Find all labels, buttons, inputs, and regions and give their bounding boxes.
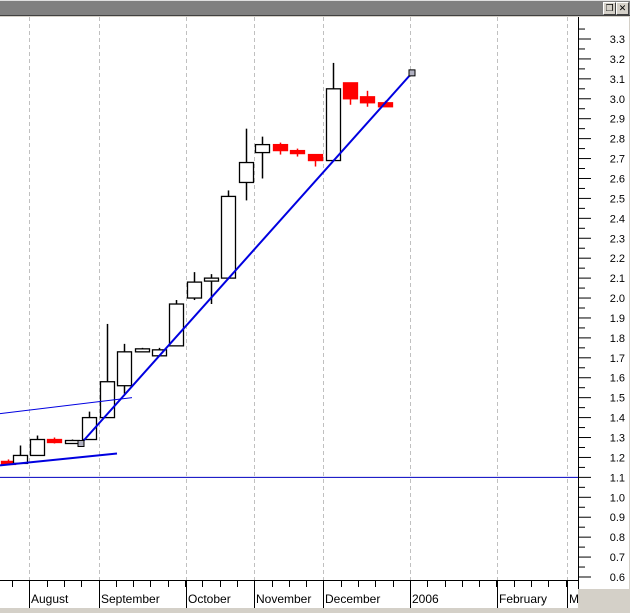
price-tick-label: 3.0 [610, 94, 625, 106]
price-tick-label: 1.5 [610, 393, 625, 405]
candle[interactable] [64, 439, 81, 445]
price-axis[interactable]: 3.3 3.2 3.1 3.0 2.9 2.8 2.7 2.6 2.5 2.4 2.3 2.2 2.1 2… [578, 17, 630, 589]
price-tick-label: 1.9 [610, 313, 625, 325]
candle[interactable] [81, 411, 98, 441]
month-label: August [31, 592, 69, 606]
chart-plot-area[interactable] [0, 17, 578, 580]
candle[interactable] [116, 343, 133, 394]
price-tick-label: 2.9 [610, 114, 625, 126]
price-tick-label: 0.8 [610, 532, 625, 544]
price-tick-label: 0.9 [610, 512, 625, 524]
candle[interactable] [203, 274, 220, 305]
price-tick-label: 0.6 [610, 572, 625, 584]
price-tick-label: 1.4 [610, 413, 625, 425]
price-tick-label: 2.6 [610, 173, 625, 185]
candle[interactable] [359, 90, 376, 107]
main-uptrend-line[interactable] [80, 72, 413, 445]
price-tick-label: 1.1 [610, 472, 625, 484]
time-axis[interactable]: August September October November December 20… [0, 580, 579, 608]
price-tick-label: 1.6 [610, 373, 625, 385]
price-tick-label: 0.7 [610, 552, 625, 564]
price-tick-label: 3.1 [610, 74, 625, 86]
price-tick-label: 2.0 [610, 293, 625, 305]
candle[interactable] [254, 136, 271, 179]
axis-corner [579, 589, 630, 609]
time-axis-ticks: August September October November December 20… [12, 581, 579, 608]
candle[interactable] [342, 82, 359, 105]
candle[interactable] [272, 142, 289, 155]
price-tick-label: 2.8 [610, 134, 625, 146]
price-tick-label: 2.2 [610, 253, 625, 265]
month-label: December [325, 592, 380, 606]
price-tick-label: 1.8 [610, 333, 625, 345]
trendline-anchor-end-handle[interactable] [408, 69, 416, 77]
candle[interactable] [220, 190, 237, 279]
month-label: November [256, 592, 311, 606]
lower-support-line[interactable] [0, 452, 118, 467]
candle[interactable] [238, 128, 255, 201]
month-label: September [101, 592, 160, 606]
candle[interactable] [99, 323, 116, 419]
price-tick-label: 2.7 [610, 154, 625, 166]
candle[interactable] [186, 272, 203, 301]
restore-icon[interactable]: ❐ [603, 2, 616, 15]
price-tick-label: 2.4 [610, 213, 625, 225]
candle[interactable] [46, 437, 63, 444]
month-label: 2006 [412, 592, 439, 606]
month-label: October [188, 592, 231, 606]
trendline-anchor-start-handle[interactable] [77, 439, 85, 447]
price-tick-label: 2.1 [610, 273, 625, 285]
candle[interactable] [168, 300, 185, 347]
close-icon[interactable]: ✕ [616, 2, 629, 15]
price-axis-ticks: 3.3 3.2 3.1 3.0 2.9 2.8 2.7 2.6 2.5 2.4 2.3 2.2 2.1 2… [579, 28, 625, 584]
window-titlebar: ❐ ✕ [0, 0, 630, 16]
price-tick-label: 1.7 [610, 353, 625, 365]
candle[interactable] [12, 445, 29, 465]
price-tick-label: 2.5 [610, 193, 625, 205]
month-label: February [499, 592, 547, 606]
upper-channel-line[interactable] [0, 397, 133, 415]
month-label: M [569, 592, 578, 606]
price-tick-label: 3.2 [610, 54, 625, 66]
candle[interactable] [134, 347, 151, 353]
price-tick-label: 2.3 [610, 233, 625, 245]
price-tick-label: 1.2 [610, 452, 625, 464]
candle[interactable] [289, 148, 306, 157]
price-tick-label: 1.0 [610, 492, 625, 504]
candle[interactable] [307, 153, 324, 167]
price-tick-label: 1.3 [610, 433, 625, 445]
price-tick-label: 3.3 [610, 34, 625, 46]
candle[interactable] [325, 62, 342, 162]
candle[interactable] [29, 435, 46, 457]
candlestick-chart [0, 17, 578, 580]
